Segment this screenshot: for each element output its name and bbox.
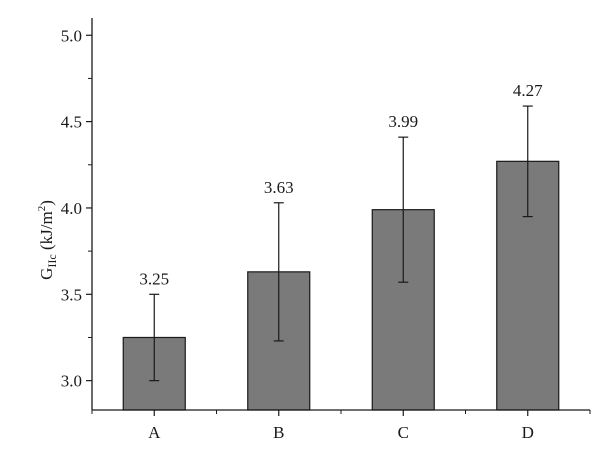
x-tick-label-c: C bbox=[398, 423, 409, 442]
data-labels: 3.25 3.63 3.99 4.27 bbox=[139, 81, 543, 288]
data-label-c: 3.99 bbox=[388, 112, 418, 131]
x-tick-label-d: D bbox=[522, 423, 534, 442]
x-tick-label-b: B bbox=[273, 423, 284, 442]
y-axis-title-main: G bbox=[37, 268, 56, 280]
error-bars bbox=[149, 105, 533, 382]
data-label-b: 3.63 bbox=[264, 178, 294, 197]
bars bbox=[122, 160, 560, 411]
y-tick-label: 3.0 bbox=[61, 372, 82, 391]
axes: A B C D 3.0 3.5 4.0 4.5 5.0 bbox=[61, 18, 591, 442]
y-axis-title-subscript: IIc bbox=[45, 254, 59, 267]
data-label-d: 4.27 bbox=[513, 81, 543, 100]
y-tick-label: 5.0 bbox=[61, 26, 82, 45]
data-label-a: 3.25 bbox=[139, 269, 169, 288]
y-axis-title: GIIc (kJ/m2) bbox=[36, 200, 59, 280]
y-axis-title-close: ) bbox=[37, 200, 56, 206]
y-axis-title-superscript: 2 bbox=[36, 206, 48, 212]
y-axis-title-unit: (kJ/m bbox=[37, 211, 56, 254]
x-tick-label-a: A bbox=[148, 423, 161, 442]
y-tick-label: 4.0 bbox=[61, 199, 82, 218]
y-tick-label: 3.5 bbox=[61, 285, 82, 304]
y-tick-label: 4.5 bbox=[61, 113, 82, 132]
